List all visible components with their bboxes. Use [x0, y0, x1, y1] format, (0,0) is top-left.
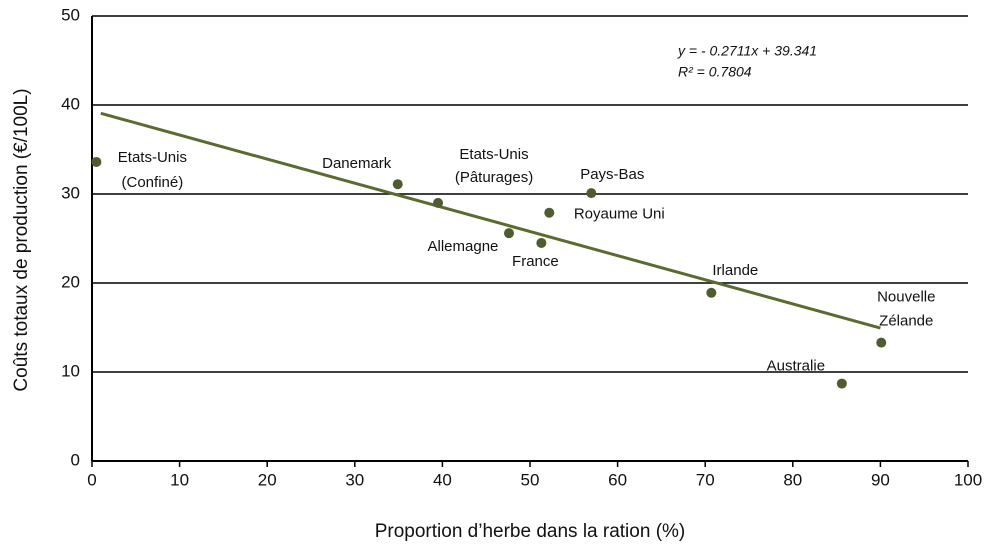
- point-label: Australie: [767, 358, 825, 375]
- point: [503, 228, 514, 239]
- point: [536, 237, 547, 248]
- trendline: [100, 111, 881, 330]
- y-tick-label: 50: [61, 5, 80, 24]
- x-tick-label: 0: [87, 470, 96, 489]
- point-label: Zélande: [879, 313, 933, 330]
- x-tick-label: 40: [433, 470, 452, 489]
- y-tick-label: 10: [61, 361, 80, 380]
- point: [836, 378, 847, 389]
- x-tick-label: 10: [170, 470, 189, 489]
- point-label: Nouvelle: [877, 289, 935, 306]
- point: [876, 337, 887, 348]
- point-label: Royaume Uni: [574, 206, 665, 223]
- point-label: Allemagne: [428, 238, 499, 255]
- x-tick-label: 100: [954, 470, 982, 489]
- x-tick-label: 50: [521, 470, 540, 489]
- x-tick-label: 20: [258, 470, 277, 489]
- point: [91, 156, 102, 167]
- point-label: France: [512, 253, 559, 270]
- point: [392, 179, 403, 190]
- x-tick-label: 30: [345, 470, 364, 489]
- x-tick-label: 80: [783, 470, 802, 489]
- trend-r2: R² = 0.7804: [678, 64, 752, 80]
- point-label: Etats-Unis: [118, 149, 187, 166]
- point-label: Danemark: [322, 155, 392, 172]
- trend-equation: y = - 0.2711x + 39.341: [677, 43, 817, 59]
- y-tick-label: 40: [61, 94, 80, 113]
- x-tick-label: 60: [608, 470, 627, 489]
- y-axis-title: Coûts totaux de production (€/100L): [11, 88, 32, 391]
- y-tick-label: 0: [71, 450, 80, 469]
- point-label: (Pâturages): [455, 169, 533, 186]
- y-tick-label: 30: [61, 183, 80, 202]
- x-tick-label: 90: [871, 470, 890, 489]
- point: [544, 207, 555, 218]
- x-axis-title: Proportion d’herbe dans la ration (%): [375, 521, 686, 542]
- point-label: Irlande: [712, 262, 758, 279]
- y-tick-label: 20: [61, 272, 80, 291]
- point: [586, 188, 597, 199]
- point: [706, 287, 717, 298]
- x-tick-label: 70: [696, 470, 715, 489]
- point-label: Etats-Unis: [459, 146, 528, 163]
- point-label: (Confiné): [122, 174, 184, 191]
- point-label: Pays-Bas: [580, 166, 644, 183]
- point: [433, 197, 444, 208]
